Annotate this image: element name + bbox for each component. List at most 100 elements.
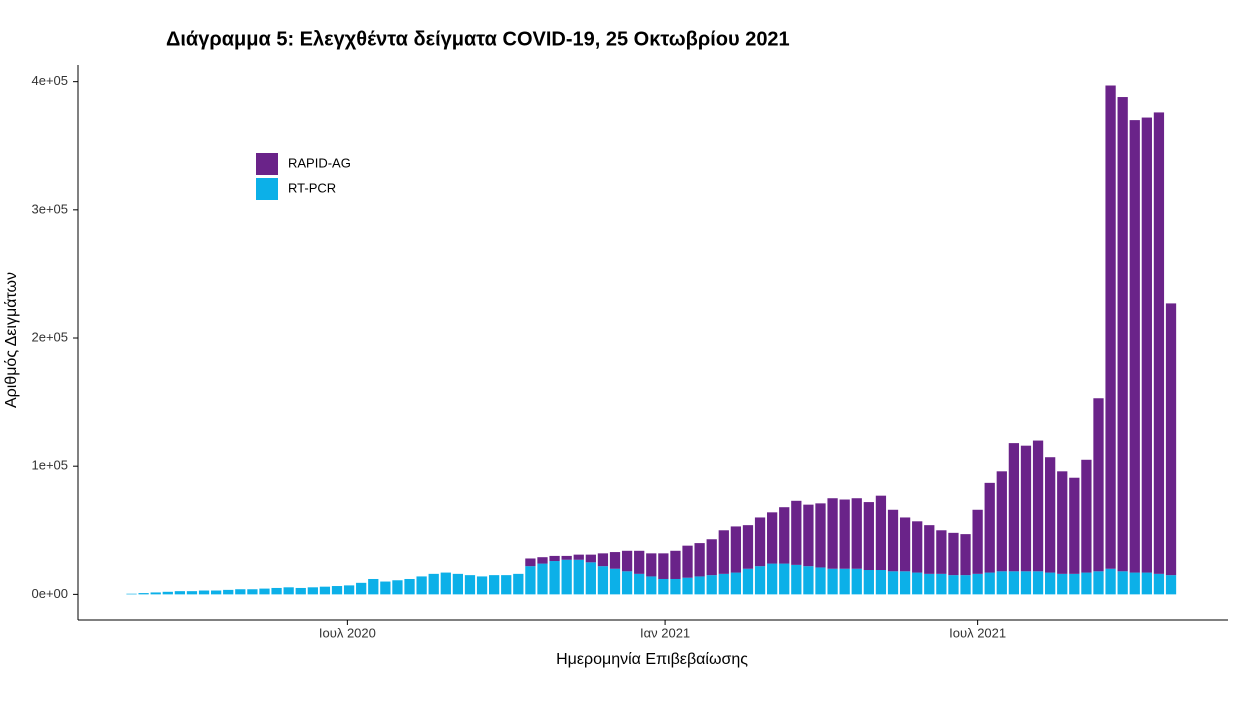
bar-segment bbox=[682, 577, 693, 595]
bar-segment bbox=[1045, 572, 1056, 595]
bar-segment bbox=[718, 573, 729, 595]
bar-segment bbox=[343, 585, 355, 595]
bar-segment bbox=[839, 568, 850, 595]
bar-segment bbox=[670, 550, 681, 579]
legend-swatch bbox=[256, 153, 278, 175]
bar-segment bbox=[1020, 571, 1032, 595]
bar-segment bbox=[1165, 575, 1177, 595]
legend-label: RAPID-AG bbox=[288, 155, 351, 170]
bar-segment bbox=[634, 573, 645, 595]
bar-segment bbox=[561, 559, 572, 595]
bar-segment bbox=[307, 587, 318, 595]
bar-segment bbox=[573, 554, 584, 560]
bar-segment bbox=[899, 571, 911, 595]
bar-segment bbox=[1045, 457, 1056, 573]
bar-segment bbox=[1105, 568, 1116, 595]
bar-segment bbox=[138, 593, 149, 595]
bar-segment bbox=[767, 563, 778, 595]
bar-segment bbox=[827, 498, 838, 569]
bar-segment bbox=[1165, 303, 1177, 576]
bar-segment bbox=[658, 578, 669, 595]
bar-segment bbox=[718, 530, 729, 574]
bar-segment bbox=[452, 573, 464, 595]
bar-segment bbox=[283, 587, 294, 595]
bar-segment bbox=[948, 575, 959, 595]
bar-segment bbox=[960, 575, 971, 595]
bar-segment bbox=[815, 567, 826, 595]
bar-segment bbox=[706, 575, 717, 595]
bar-segment bbox=[537, 563, 548, 595]
bar-segment bbox=[706, 539, 717, 576]
bar-segment bbox=[223, 589, 234, 595]
y-tick-label: 3e+05 bbox=[31, 201, 68, 216]
bar-segment bbox=[549, 555, 560, 562]
y-tick-label: 2e+05 bbox=[31, 329, 68, 344]
bar-segment bbox=[549, 561, 560, 595]
bar-segment bbox=[984, 482, 995, 573]
bar-segment bbox=[537, 557, 548, 564]
bar-segment bbox=[476, 576, 488, 595]
bar-segment bbox=[501, 575, 512, 595]
bar-segment bbox=[1153, 112, 1165, 574]
bar-segment bbox=[779, 563, 790, 595]
bar-segment bbox=[597, 566, 609, 595]
bar-segment bbox=[646, 576, 657, 595]
bar-segment bbox=[561, 555, 572, 560]
bar-segment bbox=[162, 591, 173, 595]
bar-segment bbox=[634, 550, 645, 574]
bar-segment bbox=[597, 553, 609, 567]
bar-segment bbox=[658, 553, 669, 579]
bar-segment bbox=[936, 530, 947, 574]
bar-segment bbox=[887, 571, 899, 595]
bar-segment bbox=[211, 590, 222, 595]
y-tick-label: 0e+00 bbox=[31, 586, 68, 601]
bar-segment bbox=[609, 552, 621, 569]
bar-segment bbox=[1081, 572, 1092, 595]
bar-segment bbox=[767, 512, 778, 564]
legend-swatch bbox=[256, 178, 278, 200]
bar-segment bbox=[186, 591, 198, 595]
bar-segment bbox=[803, 566, 814, 595]
bar-segment bbox=[851, 498, 862, 569]
bar-segment bbox=[791, 564, 802, 595]
x-tick-label: Ιουλ 2021 bbox=[949, 625, 1006, 640]
bar-segment bbox=[875, 570, 887, 595]
bar-segment bbox=[621, 571, 633, 595]
x-tick-label: Ιουλ 2020 bbox=[319, 625, 376, 640]
chart-title: Διάγραμμα 5: Ελεγχθέντα δείγματα COVID-1… bbox=[166, 28, 790, 50]
y-tick-label: 4e+05 bbox=[31, 73, 68, 88]
bar-segment bbox=[368, 578, 379, 595]
bar-segment bbox=[984, 572, 995, 595]
bar-segment bbox=[440, 572, 451, 595]
bar-segment bbox=[1117, 571, 1128, 595]
bar-segment bbox=[235, 589, 246, 595]
bar-segment bbox=[319, 586, 331, 595]
bar-segment bbox=[295, 587, 306, 595]
bar-segment bbox=[972, 573, 983, 595]
bar-segment bbox=[392, 580, 403, 595]
bar-segment bbox=[827, 568, 838, 595]
bar-segment bbox=[198, 590, 210, 595]
bar-segment bbox=[489, 575, 500, 595]
bar-segment bbox=[742, 525, 754, 569]
bar-segment bbox=[1069, 477, 1080, 574]
bar-segment bbox=[271, 587, 282, 595]
bar-segment bbox=[924, 525, 935, 574]
bar-segment bbox=[730, 526, 742, 573]
bar-segment bbox=[1008, 571, 1020, 595]
bar-segment bbox=[380, 581, 391, 595]
bar-segment bbox=[972, 509, 983, 574]
bar-segment bbox=[803, 504, 814, 567]
bar-segment bbox=[1057, 471, 1068, 574]
bar-segment bbox=[1093, 398, 1104, 572]
bar-segment bbox=[609, 568, 621, 595]
bar-segment bbox=[754, 517, 766, 567]
bar-segment bbox=[573, 559, 584, 595]
bar-segment bbox=[694, 543, 705, 577]
bar-segment bbox=[730, 572, 742, 595]
bar-segment bbox=[936, 573, 947, 595]
bar-segment bbox=[899, 517, 911, 572]
x-axis-title: Ημερομηνία Επιβεβαίωσης bbox=[556, 651, 748, 668]
bar-segment bbox=[621, 550, 633, 572]
